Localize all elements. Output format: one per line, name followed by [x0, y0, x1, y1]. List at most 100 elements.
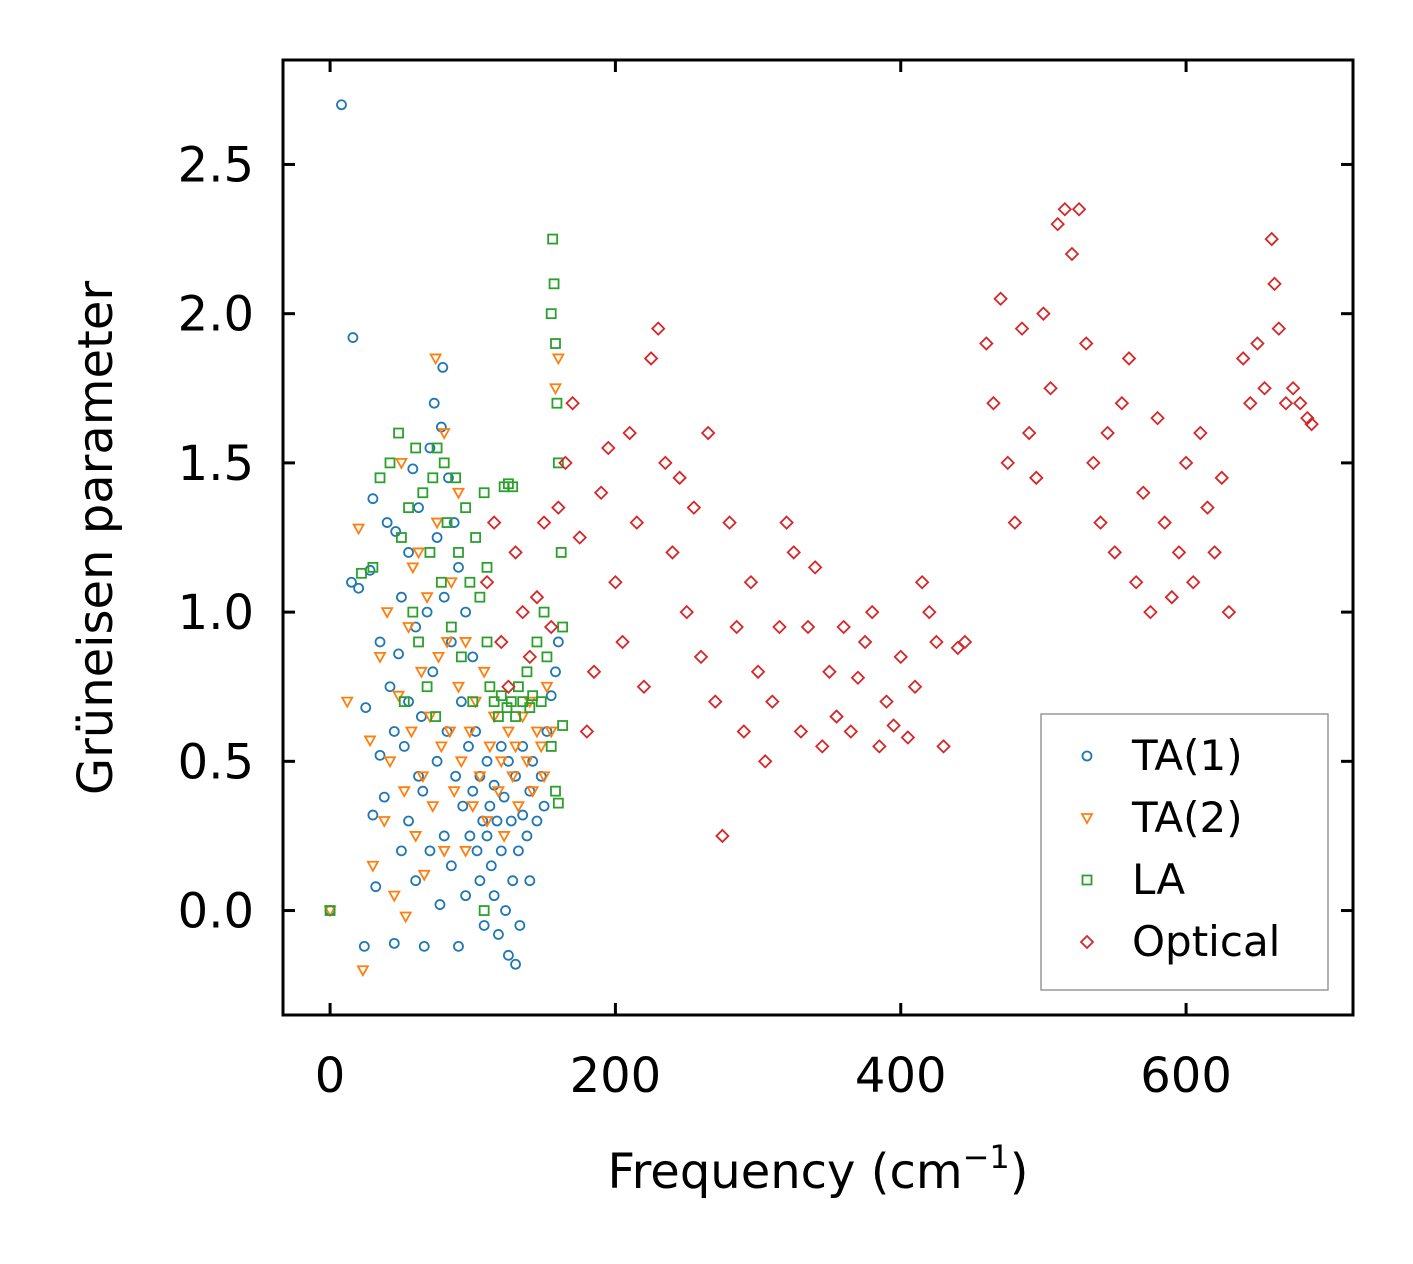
- data-point: [324, 905, 336, 916]
- data-point: [1185, 574, 1201, 590]
- data-point: [428, 397, 440, 409]
- data-point: [807, 560, 823, 575]
- data-point: [498, 791, 510, 803]
- data-point: [872, 739, 887, 754]
- legend-marker: [1079, 934, 1095, 950]
- data-point: [521, 830, 533, 842]
- data-point: [545, 308, 557, 320]
- data-point: [850, 670, 866, 686]
- data-point: [367, 493, 379, 505]
- data-point: [412, 547, 426, 560]
- data-point: [484, 681, 496, 693]
- legend-label: TA(1): [1131, 731, 1243, 780]
- data-point: [367, 809, 379, 821]
- legend-marker: [1080, 813, 1094, 825]
- data-point: [1157, 515, 1172, 530]
- y-tick-label: 0.0: [178, 884, 254, 940]
- data-point: [459, 637, 473, 649]
- legend-marker: [1081, 874, 1093, 886]
- data-point: [485, 860, 497, 872]
- data-point: [550, 338, 561, 349]
- data-point: [500, 905, 511, 916]
- data-point: [722, 515, 737, 530]
- data-point: [478, 920, 490, 931]
- data-point: [693, 649, 709, 665]
- data-point: [340, 696, 354, 709]
- data-point: [447, 786, 461, 799]
- data-point: [491, 786, 505, 799]
- data-point: [434, 741, 448, 754]
- data-point: [679, 604, 695, 620]
- series-ta-2: [323, 353, 565, 978]
- data-point: [1304, 416, 1319, 432]
- legend-item: TA(1): [1081, 731, 1243, 780]
- data-point: [547, 233, 559, 245]
- data-point: [708, 694, 723, 709]
- data-point: [829, 709, 844, 724]
- data-point: [552, 636, 564, 648]
- data-point: [451, 681, 466, 694]
- data-point: [443, 472, 454, 484]
- y-tick-label: 0.5: [178, 734, 254, 790]
- data-point: [364, 564, 376, 576]
- data-point: [715, 828, 730, 844]
- data-points: [323, 99, 1319, 978]
- data-point: [557, 720, 569, 731]
- data-point: [524, 702, 536, 714]
- data-point: [417, 869, 431, 882]
- data-point: [403, 502, 414, 514]
- legend-label: LA: [1132, 855, 1185, 904]
- data-point: [521, 666, 533, 678]
- data-point: [537, 771, 551, 784]
- data-point: [555, 547, 567, 558]
- y-tick-label: 1.0: [178, 585, 254, 641]
- y-tick-label: 2.5: [178, 137, 254, 193]
- data-point: [402, 622, 416, 634]
- data-point: [601, 440, 616, 456]
- data-point: [481, 830, 493, 842]
- data-point: [550, 785, 561, 797]
- data-point: [1150, 410, 1165, 426]
- data-point: [1093, 515, 1108, 530]
- data-point: [1000, 455, 1016, 471]
- data-point: [545, 741, 557, 752]
- data-point: [453, 547, 464, 558]
- data-point: [743, 574, 759, 590]
- data-point: [517, 696, 529, 708]
- legend-item: Optical: [1079, 917, 1280, 966]
- data-point: [399, 911, 413, 924]
- data-point: [480, 816, 494, 828]
- data-point: [336, 99, 347, 111]
- data-point: [421, 606, 433, 618]
- data-point: [414, 666, 428, 679]
- data-point: [893, 649, 909, 665]
- data-point: [474, 591, 486, 603]
- data-point: [478, 905, 490, 916]
- data-point: [427, 472, 439, 484]
- data-point: [1100, 425, 1115, 441]
- data-point: [407, 463, 419, 475]
- data-point: [444, 577, 458, 590]
- data-point: [579, 724, 595, 739]
- data-point: [360, 702, 372, 714]
- data-point: [1178, 455, 1194, 471]
- data-point: [427, 666, 439, 678]
- data-point: [463, 741, 474, 752]
- data-point: [474, 875, 486, 887]
- data-point: [358, 940, 370, 952]
- data-point: [471, 845, 483, 857]
- data-point: [544, 726, 558, 739]
- data-point: [356, 965, 370, 978]
- data-point: [421, 681, 433, 693]
- data-point: [565, 395, 580, 411]
- data-point: [1050, 216, 1065, 232]
- data-point: [467, 785, 479, 797]
- data-point: [454, 756, 468, 769]
- data-point: [530, 726, 544, 739]
- data-point: [527, 690, 539, 702]
- data-point: [424, 442, 436, 454]
- data-point: [479, 574, 495, 590]
- data-point: [448, 517, 460, 528]
- data-point: [622, 425, 637, 441]
- x-tick-label: 0: [315, 1048, 346, 1104]
